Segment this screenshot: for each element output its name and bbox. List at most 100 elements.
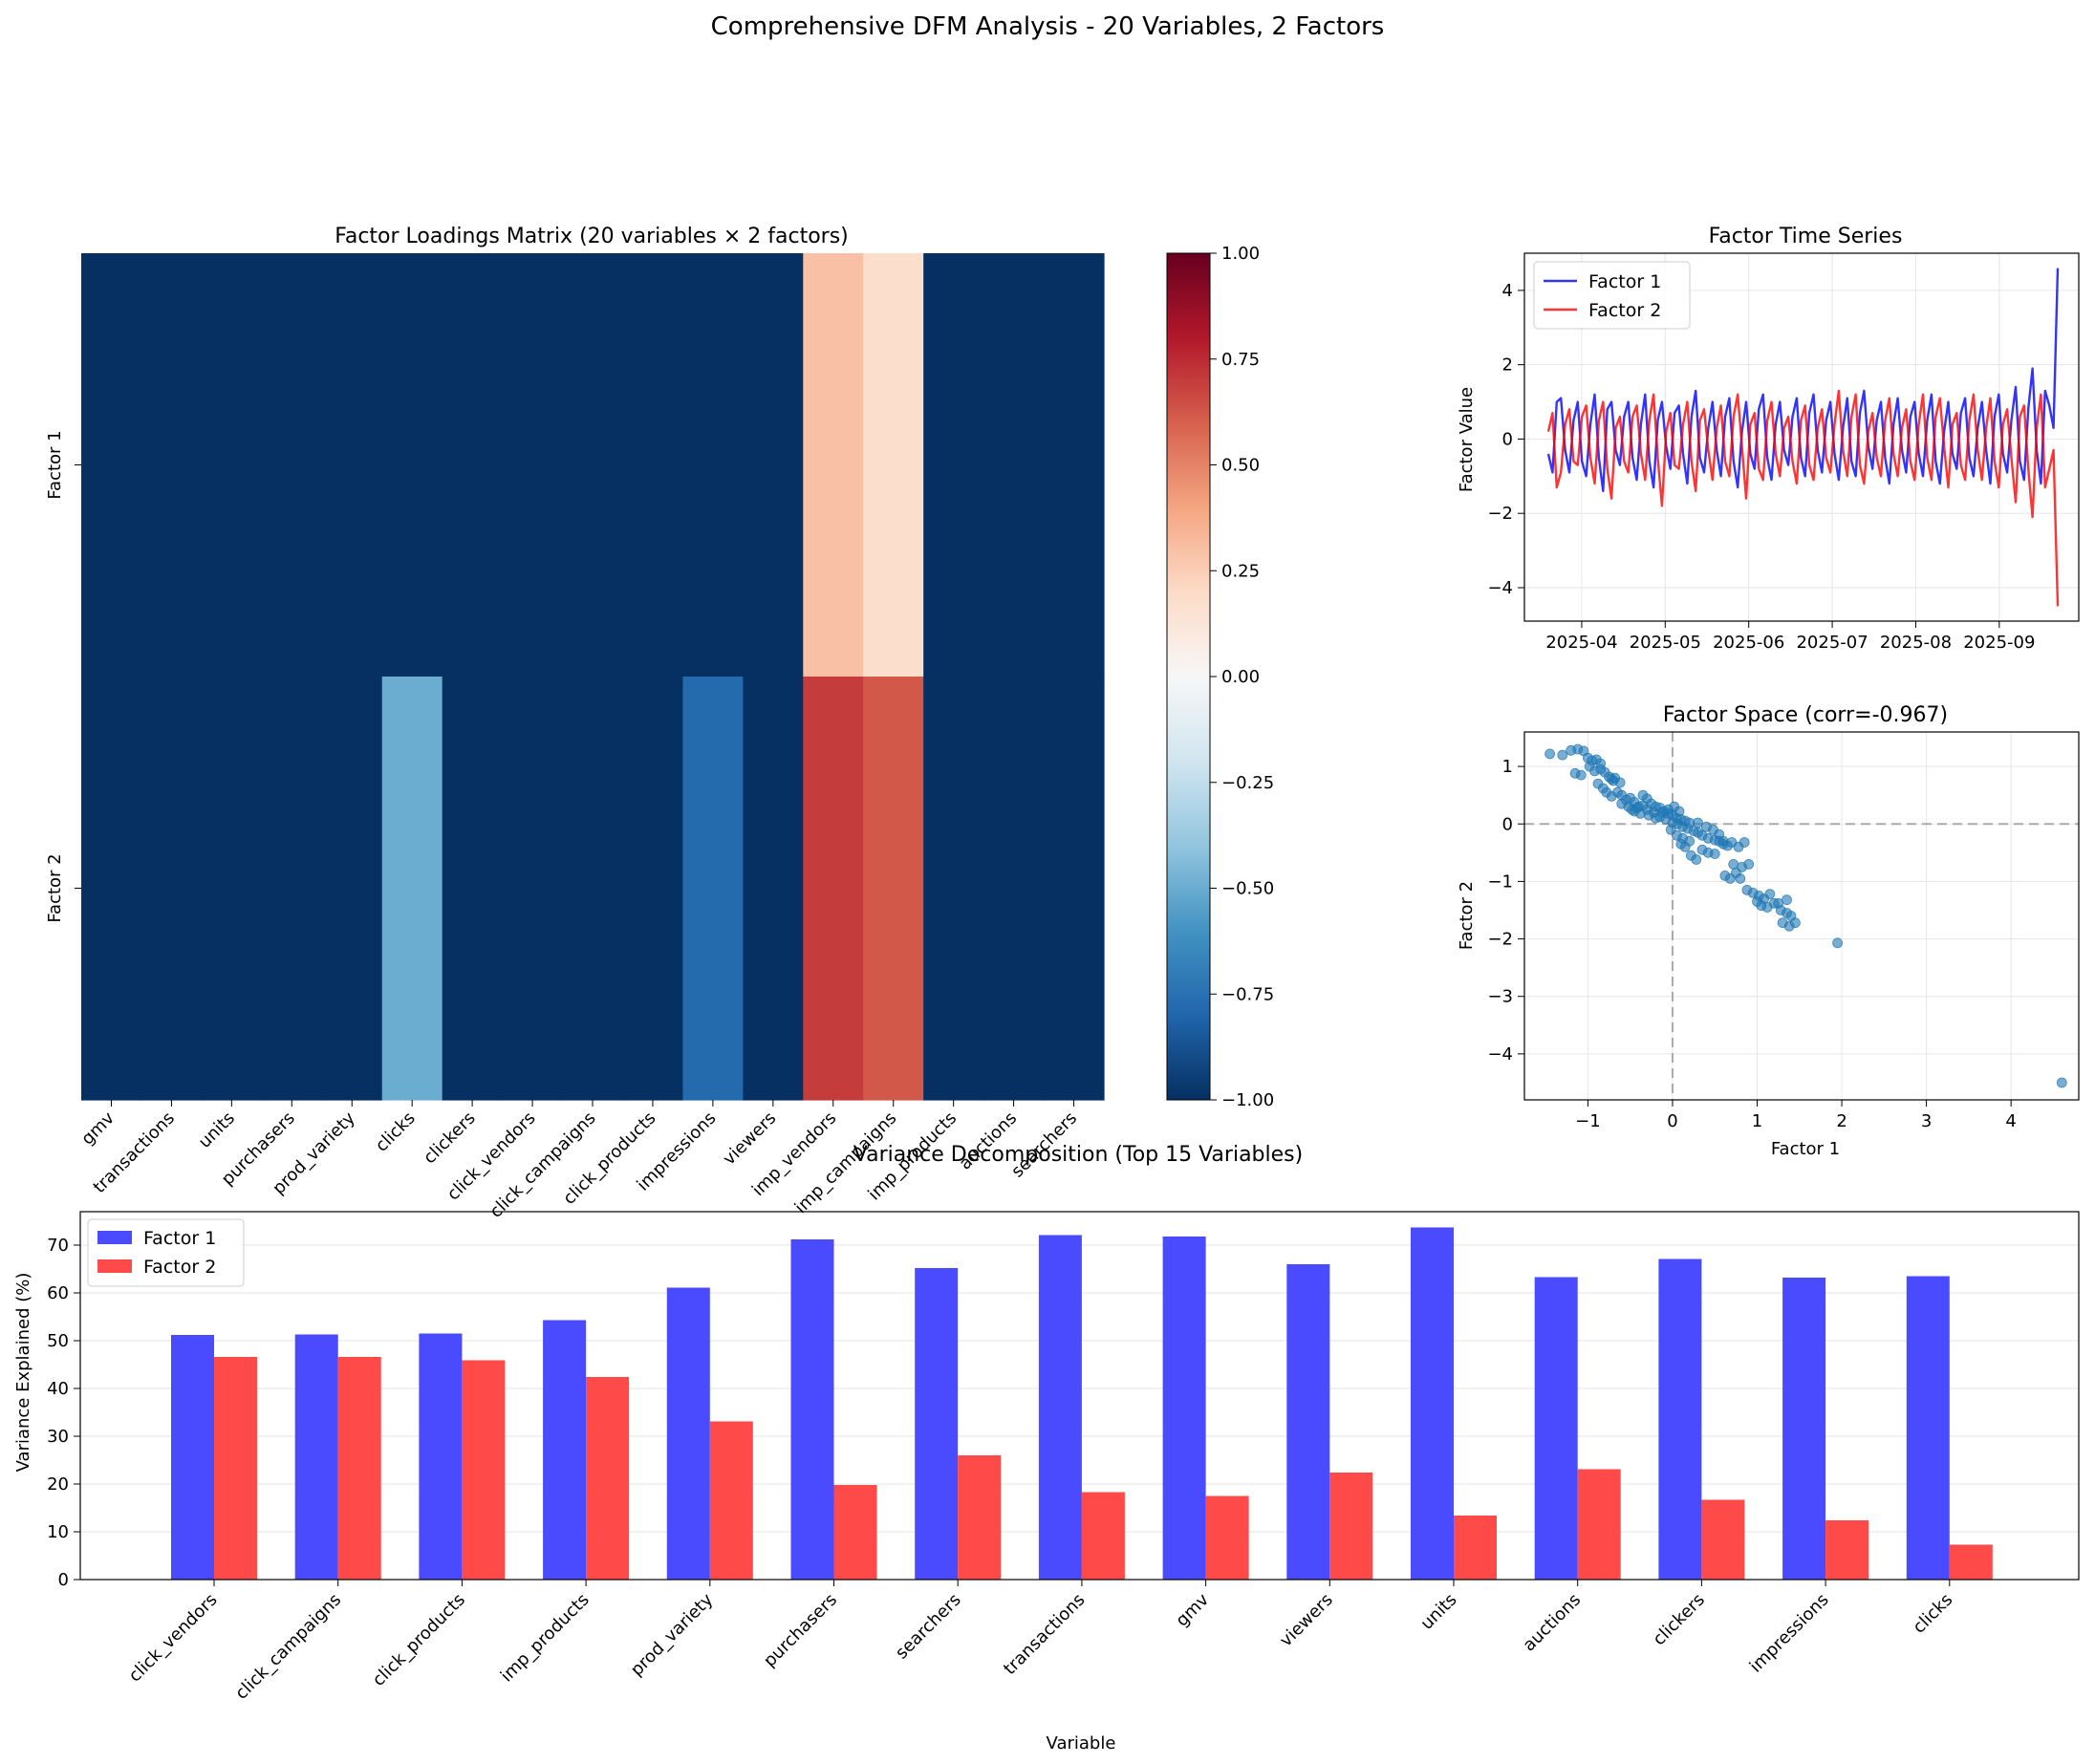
scatter-ticks: −1 0 1 2 3 4 −4 −3 −2 −1 0 1 [1487,757,2016,1131]
bar-y-tick-label: 40 [47,1379,69,1399]
bar-legend: Factor 1 Factor 2 [87,1218,245,1287]
timeseries-y-tick-label: 4 [1502,281,1513,301]
colorbar-tick-label: −0.50 [1221,879,1274,899]
heatmap-cell [682,253,744,678]
bar-factor2 [709,1421,753,1580]
scatter-x-tick-label: 0 [1667,1111,1677,1131]
bar-factor2 [214,1357,257,1580]
colorbar-tick-label: 1.00 [1221,244,1260,264]
bar-panel: Variance Decomposition (Top 15 Variables… [13,1143,2080,1753]
bar-x-tick-label: clicks [1909,1590,1956,1638]
bar-factor1 [915,1268,959,1580]
bar-x-tick-label: searchers [892,1590,965,1664]
bar-factor1 [1162,1237,1206,1580]
bar-factor2 [1825,1520,1869,1580]
bar-factor2 [1329,1473,1373,1580]
legend-label-bar-factor1: Factor 1 [143,1228,216,1249]
timeseries-legend-box [1533,261,1691,330]
bar-factor1 [543,1320,587,1580]
heatmap-cell [923,677,984,1101]
scatter-point [1735,873,1746,884]
heatmap-cell [381,253,443,678]
bar-factor1 [419,1333,463,1580]
heatmap-cell [983,677,1045,1101]
scatter-point [1544,748,1555,760]
bar-y-tick-label: 30 [47,1427,69,1447]
heatmap-cell [201,677,263,1101]
heatmap-cell [81,253,142,678]
timeseries-lines [1546,268,2060,607]
bar-factor1 [1906,1276,1950,1580]
bar-factor1 [294,1334,338,1580]
heatmap-cell [140,253,203,678]
scatter-point [1717,835,1729,847]
legend-swatch-bar-factor1 [97,1231,132,1244]
colorbar-tick-label: 0.75 [1221,350,1260,370]
bar-x-tick-label: transactions [1000,1590,1089,1679]
colorbar-tick-label: −0.25 [1221,773,1274,793]
bar-factor1 [1534,1277,1578,1580]
heatmap-cell [743,677,804,1101]
timeseries-ylabel: Factor Value [1457,387,1477,492]
bar-factor2 [337,1357,381,1580]
scatter-y-tick-label: −2 [1487,930,1513,950]
scatter-point [1764,889,1776,899]
bar-factor1 [1658,1258,1702,1580]
timeseries-line-factor1 [1546,268,2060,493]
scatter-x-tick-label: 2 [1836,1111,1847,1131]
bar-factor2 [1081,1492,1125,1580]
timeseries-y-tick-label: −2 [1487,504,1513,524]
bar-bars [171,1227,1993,1580]
heatmap-cell [381,677,443,1101]
heatmap-cell [1044,253,1105,678]
bar-factor2 [462,1360,506,1580]
scatter-point [1790,917,1801,929]
bar-factor1 [1286,1264,1330,1580]
bar-factor1 [171,1335,214,1580]
bar-y-tick-label: 50 [47,1331,69,1351]
figure-suptitle: Comprehensive DFM Analysis - 20 Variable… [711,12,1385,41]
scatter-points [1544,743,2067,1088]
heatmap-cell [1044,677,1105,1101]
scatter-ylabel: Factor 2 [1457,881,1477,950]
bar-xlabel: Variable [1047,1733,1116,1753]
heatmap-cell [502,677,564,1101]
scatter-y-tick-label: 0 [1502,814,1513,834]
bar-ylabel: Variance Explained (%) [13,1273,33,1473]
heatmap-cell [863,677,924,1101]
heatmap-cell [321,253,383,678]
bar-axes-frame [79,1211,2080,1581]
heatmap-cell [983,253,1045,678]
timeseries-legend: Factor 1 Factor 2 [1533,261,1691,330]
bar-x-tick-label: prod_variety [627,1589,718,1680]
heatmap-x-tick-label: clickers [420,1108,480,1169]
timeseries-x-tick-label: 2025-07 [1796,633,1868,653]
bar-y-tick-label: 60 [47,1283,69,1303]
heatmap-cell [140,677,203,1101]
bar-x-tick-label: gmv [1172,1589,1213,1630]
heatmap-cell [923,253,984,678]
colorbar-ticks: −1.00 −0.75 −0.50 −0.25 0.00 0.25 0.50 0.75 1.00 [1210,244,1274,1110]
heatmap-x-tick-label: units [195,1108,239,1152]
colorbar [1166,252,1211,1101]
scatter-point [1832,937,1843,949]
timeseries-x-tick-label: 2025-09 [1963,633,2035,653]
heatmap-y-tick-label: Factor 1 [45,430,65,499]
timeseries-x-tick-label: 2025-04 [1545,633,1617,653]
scatter-point [1739,837,1750,848]
timeseries-x-tick-label: 2025-06 [1713,633,1784,653]
legend-label-factor1: Factor 1 [1588,271,1661,292]
scatter-point [1684,835,1695,847]
scatter-point [1637,800,1649,811]
bar-factor2 [1577,1469,1621,1580]
bar-factor2 [958,1455,1002,1580]
scatter-y-tick-label: 1 [1502,757,1513,777]
heatmap-cell [442,253,504,678]
heatmap-cell [261,253,323,678]
bar-x-tick-label: clickers [1649,1590,1709,1650]
timeseries-y-tick-label: −4 [1487,578,1513,598]
heatmap-cell [743,253,804,678]
bar-factor2 [1701,1499,1745,1580]
bar-factor2 [833,1485,877,1580]
